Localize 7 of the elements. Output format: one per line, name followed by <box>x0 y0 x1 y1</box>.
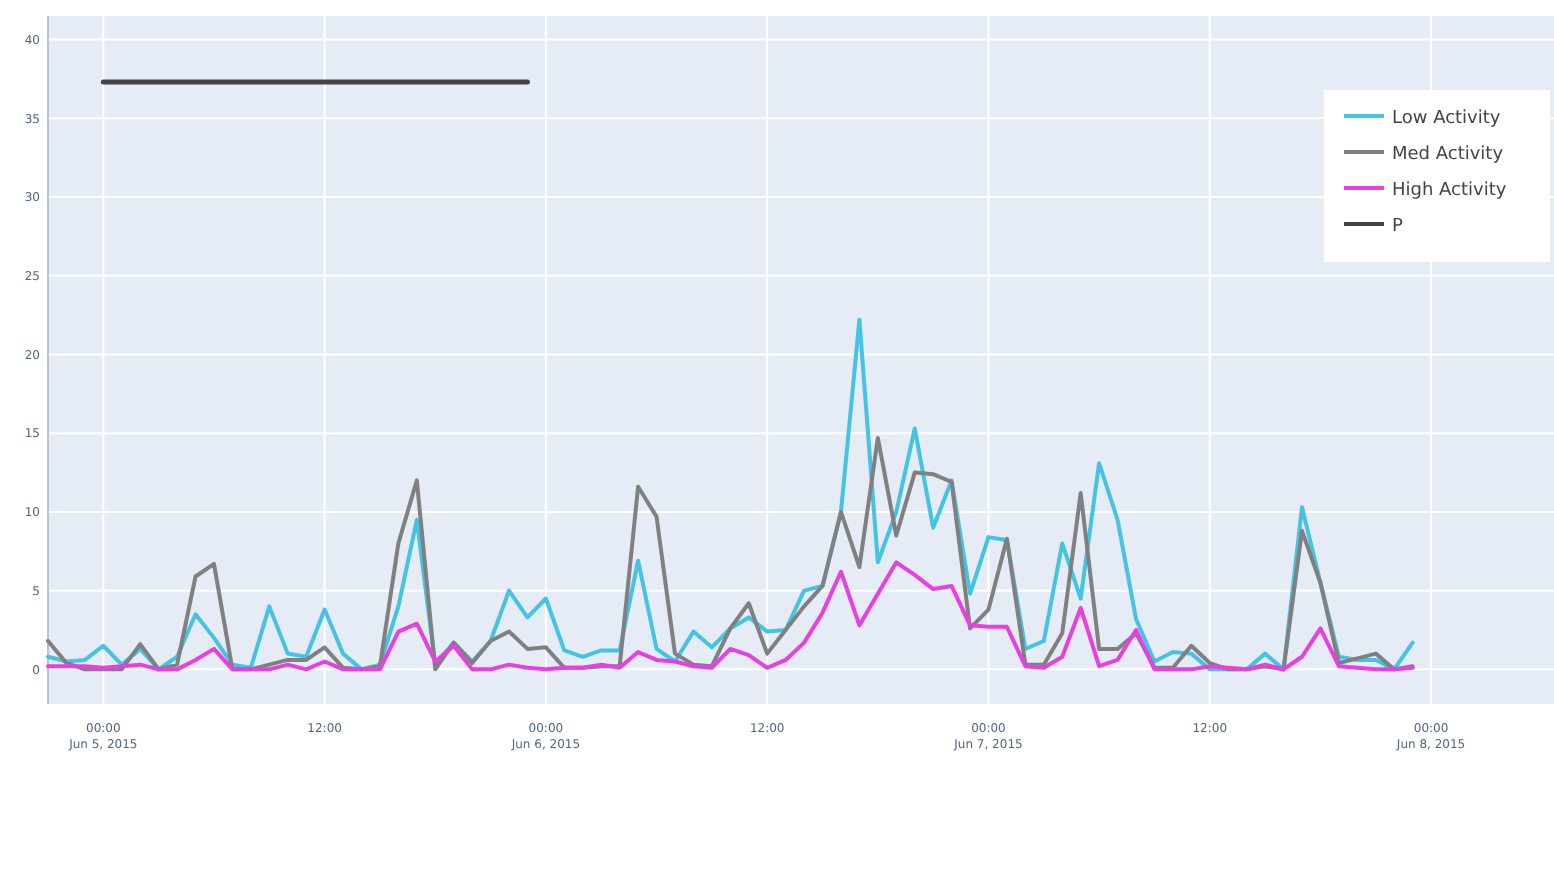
legend-label: Med Activity <box>1392 145 1505 165</box>
legend-label: Low Activity <box>1392 109 1502 129</box>
line-series <box>46 435 1415 672</box>
line-series <box>46 560 1415 672</box>
legend-label: P <box>1392 217 1404 237</box>
line-series <box>46 317 1415 672</box>
legend-label: High Activity <box>1392 181 1508 201</box>
